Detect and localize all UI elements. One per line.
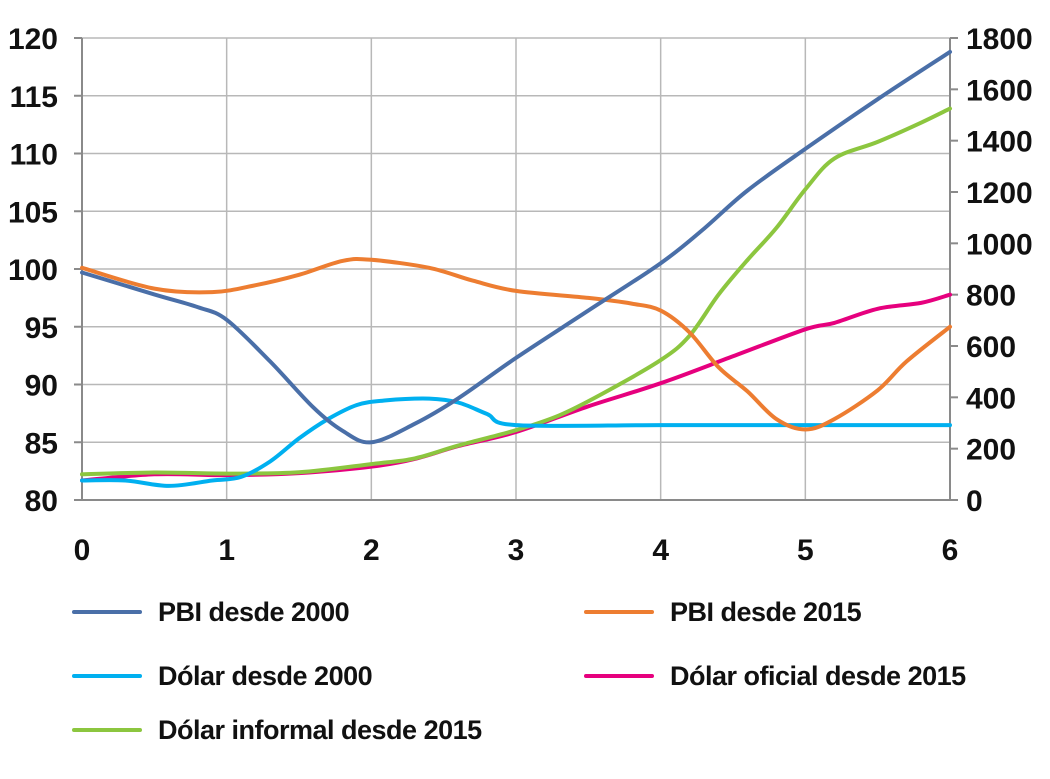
left-y-tick-label: 100 xyxy=(8,254,58,287)
right-y-tick-labels: 0 200 400 600 800 1000 1200 1400 1600 1800 xyxy=(966,23,1033,518)
right-y-tick-label: 800 xyxy=(966,280,1016,313)
right-y-tick-label: 600 xyxy=(966,331,1016,364)
left-y-tick-label: 110 xyxy=(10,139,58,172)
series-line-dolar-informal-2015 xyxy=(80,106,952,477)
left-y-tick-label: 80 xyxy=(25,485,58,518)
left-y-tick-label: 120 xyxy=(8,23,58,56)
left-y-tick-label: 85 xyxy=(25,427,58,460)
right-y-tick-label: 1200 xyxy=(966,177,1033,210)
x-tick-label: 3 xyxy=(508,534,525,567)
x-tick-label: 0 xyxy=(74,534,91,567)
grid-lines xyxy=(81,37,951,501)
x-tick-labels: 0 1 2 3 4 5 6 xyxy=(74,534,959,567)
series-line-dolar-2000 xyxy=(80,396,952,488)
x-tick-label: 2 xyxy=(363,534,380,567)
x-tick-label: 4 xyxy=(652,534,669,567)
left-y-tick-label: 115 xyxy=(10,81,58,114)
left-y-tick-label: 105 xyxy=(8,196,58,229)
left-y-tick-label: 95 xyxy=(25,312,58,345)
right-y-tick-label: 1000 xyxy=(966,228,1033,261)
series-lines xyxy=(80,49,952,488)
left-y-tick-label: 90 xyxy=(25,370,58,403)
x-tick-label: 1 xyxy=(218,534,235,567)
x-tick-label: 5 xyxy=(797,534,814,567)
right-y-tick-label: 1400 xyxy=(966,126,1033,159)
left-y-tick-labels: 80 85 90 95 100 105 110 115 120 xyxy=(8,23,58,518)
right-y-tick-label: 1800 xyxy=(966,23,1033,56)
right-y-tick-label: 0 xyxy=(966,485,983,518)
right-y-tick-label: 400 xyxy=(966,382,1016,415)
right-y-tick-label: 200 xyxy=(966,434,1016,467)
right-y-tick-label: 1600 xyxy=(966,74,1033,107)
series-line-pbi-2000 xyxy=(80,49,952,445)
x-tick-label: 6 xyxy=(942,534,959,567)
